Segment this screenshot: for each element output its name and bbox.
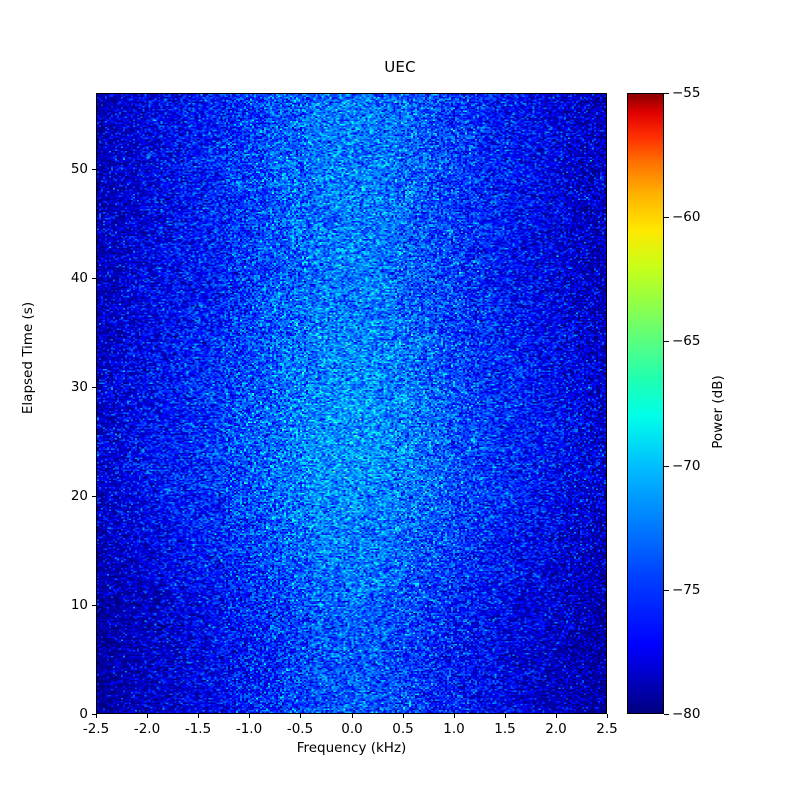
x-axis-tick-label: 1.0 <box>443 721 465 737</box>
x-axis-tick-label: 0.5 <box>392 721 414 737</box>
colorbar-label: Power (dB) <box>710 375 726 449</box>
x-axis-tick <box>198 714 199 718</box>
x-axis-tick <box>249 714 250 718</box>
colorbar-tick <box>664 341 669 342</box>
y-axis-tick-label: 20 <box>70 488 88 504</box>
x-axis-tick-label: 1.5 <box>494 721 516 737</box>
x-axis-tick <box>505 714 506 718</box>
y-axis-tick-label: 10 <box>70 597 88 613</box>
x-axis-tick-label: 2.5 <box>596 721 618 737</box>
y-axis-tick-label: 50 <box>70 161 88 177</box>
y-axis-tick <box>92 714 96 715</box>
x-axis-tick <box>454 714 455 718</box>
title-station: UEC <box>384 58 416 76</box>
x-axis-tick-label: -0.5 <box>286 721 314 737</box>
colorbar-tick <box>664 590 669 591</box>
x-axis-tick <box>607 714 608 718</box>
colorbar <box>627 93 664 714</box>
x-axis-tick-label: -1.5 <box>184 721 212 737</box>
colorbar-tick <box>664 466 669 467</box>
x-axis-label: Frequency (kHz) <box>296 740 407 756</box>
y-axis-tick <box>92 605 96 606</box>
y-axis-tick-label: 40 <box>70 270 88 286</box>
x-axis-tick-label: -2.0 <box>133 721 161 737</box>
x-axis-tick <box>403 714 404 718</box>
x-axis-tick <box>300 714 301 718</box>
colorbar-tick-label: −55 <box>672 85 701 101</box>
y-axis-tick-label: 0 <box>79 706 88 722</box>
colorbar-tick-label: −60 <box>672 209 701 225</box>
y-axis-tick <box>92 278 96 279</box>
x-axis-tick <box>556 714 557 718</box>
colorbar-tick <box>664 714 669 715</box>
colorbar-tick-label: −65 <box>672 333 701 349</box>
y-axis-tick <box>92 387 96 388</box>
colorbar-tick-label: −70 <box>672 458 701 474</box>
plot-area <box>96 93 607 714</box>
y-axis-tick <box>92 169 96 170</box>
y-axis-tick <box>92 496 96 497</box>
y-axis-label: Elapsed Time (s) <box>20 301 36 415</box>
x-axis-tick <box>147 714 148 718</box>
x-axis-tick-label: -1.0 <box>235 721 263 737</box>
x-axis-tick <box>352 714 353 718</box>
colorbar-tick-label: −75 <box>672 582 701 598</box>
x-axis-tick <box>96 714 97 718</box>
x-axis-tick-label: 0.0 <box>341 721 363 737</box>
x-axis-tick-label: 2.0 <box>545 721 567 737</box>
colorbar-tick <box>664 217 669 218</box>
y-axis-tick-label: 30 <box>70 379 88 395</box>
spectrogram-heatmap <box>97 94 606 713</box>
colorbar-tick <box>664 93 669 94</box>
colorbar-tick-label: −80 <box>672 706 701 722</box>
x-axis-tick-label: -2.5 <box>82 721 110 737</box>
